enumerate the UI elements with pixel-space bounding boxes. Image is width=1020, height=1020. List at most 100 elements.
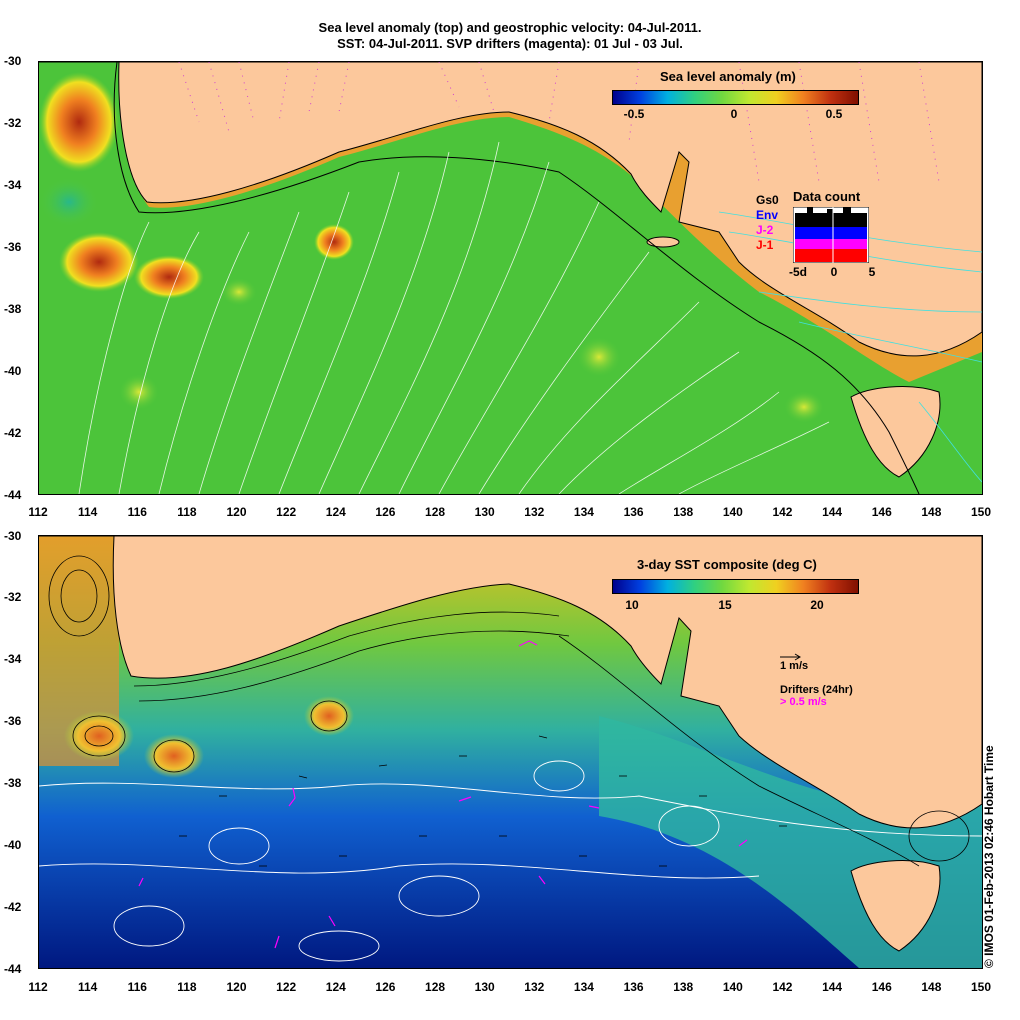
shelf-contour [113, 62, 920, 494]
lon-tick: 144 [822, 980, 843, 994]
map-title-line1: Sea level anomaly (top) and geostrophic … [318, 20, 702, 35]
sla-colorbar-title: Sea level anomaly (m) [660, 69, 796, 84]
sla-colorbar-tick: -0.5 [623, 107, 645, 121]
lon-tick: 132 [524, 980, 545, 994]
shelf-current-lines [133, 611, 920, 867]
streamlines [78, 141, 830, 494]
data-count-title: Data count [793, 189, 861, 204]
lon-tick: 148 [921, 505, 942, 519]
lon-tick: 148 [921, 980, 942, 994]
lat-tick: -34 [4, 652, 22, 666]
data-count-histogram [793, 207, 869, 263]
sst-colorbar [612, 579, 859, 594]
eddy-rings [48, 555, 970, 862]
velocity-key-arrow-icon [780, 653, 801, 661]
sst-colorbar-tick: 10 [625, 598, 639, 612]
credit-text: © IMOS 01-Feb-2013 02:46 Hobart Time [982, 745, 996, 968]
lon-tick: 134 [573, 505, 594, 519]
lat-tick: -38 [4, 776, 22, 790]
lon-tick: 112 [28, 505, 48, 519]
lat-tick: -32 [4, 590, 22, 604]
drifters-legend-label: Drifters (24hr) [780, 684, 853, 696]
histogram-bars [795, 207, 867, 262]
lat-tick: -32 [4, 116, 22, 130]
data-count-axis-label: 0 [830, 265, 838, 279]
sst-contours [39, 760, 982, 962]
lon-tick: 138 [673, 505, 694, 519]
lon-tick: 116 [127, 980, 147, 994]
lat-tick: -42 [4, 426, 22, 440]
lon-tick: 130 [474, 980, 495, 994]
lon-tick: 136 [623, 980, 644, 994]
map-title-line2: SST: 04-Jul-2011. SVP drifters (magenta)… [337, 36, 683, 51]
lat-tick: -40 [4, 364, 22, 378]
lat-tick: -30 [4, 529, 22, 543]
lon-tick: 140 [722, 980, 743, 994]
velocity-key-label: 1 m/s [780, 660, 809, 672]
sst-map [38, 535, 983, 969]
lat-tick: -38 [4, 302, 22, 316]
lon-tick: 126 [375, 980, 396, 994]
data-count-axis-label: -5d [789, 265, 807, 279]
data-count-sat-label: J-1 [756, 238, 774, 252]
lon-tick: 144 [822, 505, 843, 519]
drifter-tracks [138, 640, 748, 949]
lat-tick: -42 [4, 900, 22, 914]
land-australia-top [39, 62, 982, 357]
lat-tick: -40 [4, 838, 22, 852]
lon-tick: 134 [573, 980, 594, 994]
lat-tick: -34 [4, 178, 22, 192]
lon-tick: 146 [871, 505, 892, 519]
sst-colorbar-title: 3-day SST composite (deg C) [637, 557, 817, 572]
data-count-sat-label: Gs0 [756, 193, 779, 207]
sst-colorbar-tick: 15 [718, 598, 732, 612]
lon-tick: 122 [276, 505, 297, 519]
lon-tick: 142 [772, 980, 793, 994]
lon-tick: 132 [524, 505, 545, 519]
lon-tick: 142 [772, 505, 793, 519]
lon-tick: 128 [425, 980, 446, 994]
lon-tick: 120 [226, 980, 247, 994]
lat-tick: -44 [4, 962, 22, 976]
lon-tick: 112 [28, 980, 48, 994]
velocity-arrows [179, 735, 787, 867]
kangaroo-island [646, 236, 680, 248]
sla-colorbar [612, 90, 859, 105]
data-count-axis-label: 5 [868, 265, 876, 279]
lon-tick: 138 [673, 980, 694, 994]
lon-tick: 118 [177, 505, 197, 519]
sla-map-graphic [39, 62, 982, 494]
lon-tick: 120 [226, 505, 247, 519]
lon-tick: 124 [325, 980, 346, 994]
land-tasmania-bottom [850, 860, 941, 952]
lon-tick: 124 [325, 505, 346, 519]
sst-map-graphic [39, 536, 982, 968]
land-australia-bottom [39, 536, 982, 829]
eddy-features [39, 72, 824, 423]
altimeter-tracks [178, 62, 940, 183]
lat-tick: -36 [4, 240, 22, 254]
lon-tick: 114 [77, 980, 98, 994]
data-count-sat-label: J-2 [756, 223, 774, 237]
lon-tick: 150 [970, 505, 992, 519]
leeuwin-current-warm [39, 536, 119, 766]
lat-tick: -30 [4, 54, 22, 68]
lon-tick: 146 [871, 980, 892, 994]
lon-tick: 150 [970, 980, 992, 994]
lon-tick: 118 [177, 980, 197, 994]
lat-tick: -44 [4, 488, 22, 502]
drifter-key-label: > 0.5 m/s [780, 696, 827, 708]
lon-tick: 136 [623, 505, 644, 519]
lon-tick: 122 [276, 980, 297, 994]
lon-tick: 140 [722, 505, 743, 519]
sea-level-anomaly-map [38, 61, 983, 495]
lon-tick: 126 [375, 505, 396, 519]
lon-tick: 116 [127, 505, 147, 519]
sst-colorbar-tick: 20 [810, 598, 824, 612]
sla-colorbar-tick: 0.5 [825, 107, 843, 121]
data-count-sat-label: Env [756, 208, 779, 222]
lon-tick: 130 [474, 505, 495, 519]
lon-tick: 128 [425, 505, 446, 519]
lon-tick: 114 [77, 505, 98, 519]
lat-tick: -36 [4, 714, 22, 728]
